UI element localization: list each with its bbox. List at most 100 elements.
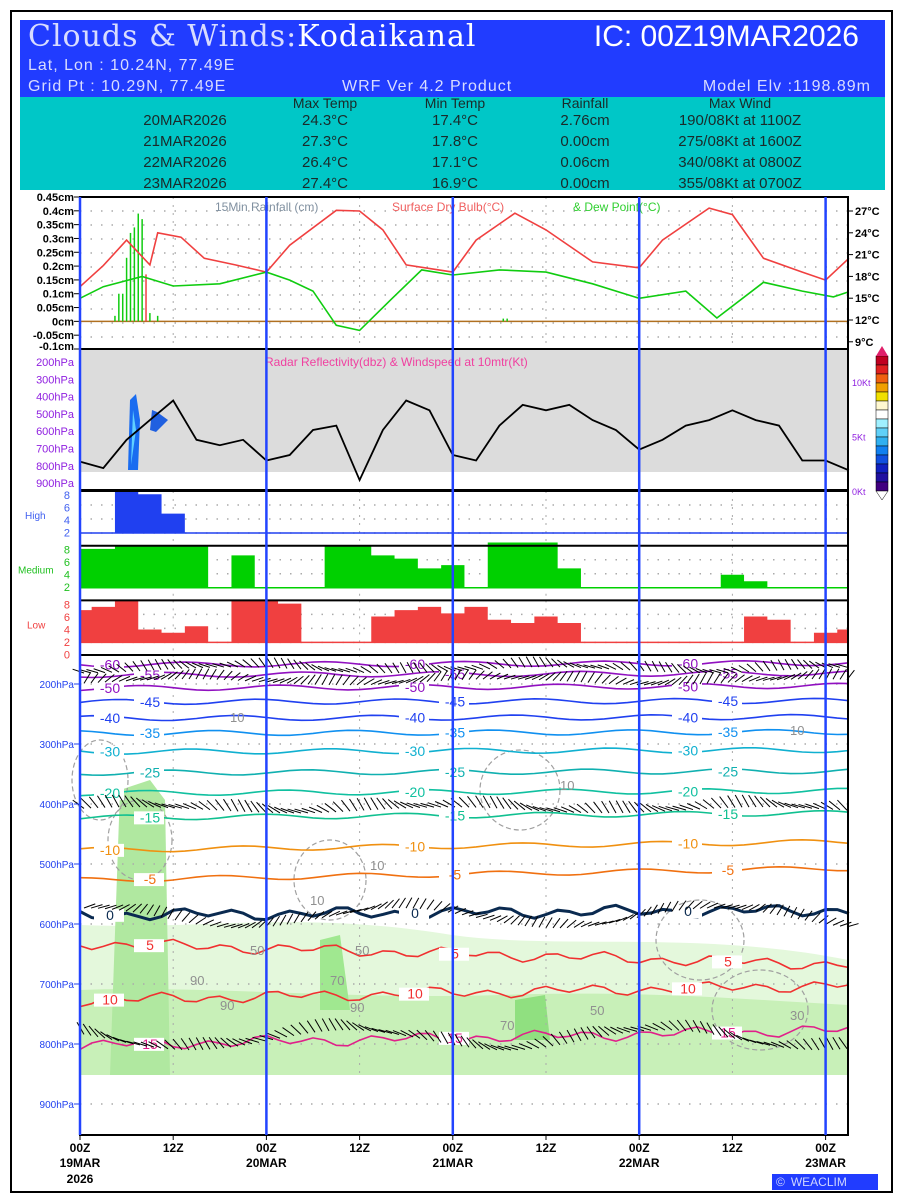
rh-label: 10 (310, 893, 324, 908)
wind-barb (665, 806, 680, 811)
wind-barb (524, 915, 532, 927)
wind-barb (723, 668, 736, 674)
isotherm-label: -20 (678, 783, 698, 799)
chart-title: Clouds & Winds:Kodaikanal (28, 20, 476, 54)
pressure-tick-label: 700hPa (40, 980, 75, 991)
label-bg (94, 787, 124, 801)
cloud-low-area (80, 600, 849, 643)
label-bg (134, 766, 164, 780)
wind-barb (172, 1038, 183, 1051)
wind-barb (525, 656, 533, 668)
wind-barb (839, 669, 847, 680)
wind-barb (518, 656, 526, 668)
cloud-tick-label: 8 (64, 490, 70, 502)
wind-barb (342, 675, 351, 686)
wind-barb (489, 795, 498, 809)
wind-barb (539, 807, 554, 812)
label-bg (672, 657, 702, 671)
wind-barb (161, 803, 176, 809)
wind-barb (734, 904, 747, 910)
reflectivity-colorbar (875, 418, 889, 429)
wind-barb (601, 674, 611, 684)
wind-barb (524, 675, 537, 680)
wind-barb (328, 910, 341, 917)
wind-barb (88, 796, 99, 809)
wind-barb (825, 917, 837, 925)
label-bg (134, 695, 164, 709)
x-date-label: 22MAR (619, 1156, 660, 1170)
wind-barb (784, 802, 799, 809)
wind-barb (586, 1026, 596, 1039)
summary-min: 16.9°C (431, 175, 479, 192)
wind-barb (702, 668, 715, 674)
isotherm-label: 5 (724, 953, 732, 969)
wind-barb (563, 661, 575, 668)
wind-barb (668, 1020, 680, 1031)
wind-barb (710, 797, 722, 809)
humidity-shading (515, 995, 550, 1040)
wind-barb (118, 904, 130, 911)
wind-barb (419, 662, 428, 673)
wind-barb (835, 663, 848, 668)
x-tick-label: 00Z (815, 1141, 836, 1155)
rh-label: 90 (220, 998, 234, 1013)
wind-barb (413, 802, 428, 808)
isotherm-label: 0 (411, 905, 419, 921)
wind-barb (466, 1037, 477, 1049)
wind-barb (237, 923, 250, 929)
label-bg (672, 711, 702, 725)
wind-barb (593, 801, 603, 814)
wind-barb (762, 660, 771, 672)
wind-barb (546, 807, 561, 813)
location-name: Kodaikanal (297, 19, 477, 54)
wind-barb (124, 795, 134, 808)
wind-barb (282, 1027, 295, 1037)
isotherm-label: 0 (684, 903, 692, 919)
wind-barb (335, 674, 343, 686)
cloud-high-area (80, 491, 849, 533)
cloud-medium-area (80, 542, 849, 588)
wind-barb (748, 903, 760, 911)
wind-barb (425, 663, 435, 673)
reflectivity-colorbar (875, 481, 889, 492)
wind-barb (363, 678, 375, 686)
wind-barb (345, 667, 358, 673)
summary-date: 21MAR2026 (143, 133, 227, 150)
isotherm-label: 10 (680, 980, 696, 996)
wind-barb (174, 910, 183, 921)
reflectivity-colorbar (875, 463, 889, 474)
wind-barb (486, 661, 498, 669)
wind-barb (324, 667, 337, 672)
wind-barb (797, 908, 805, 920)
wind-barb (352, 1022, 365, 1031)
rain-tick-label: 0.15cm (37, 275, 75, 287)
wind-barb (279, 677, 292, 684)
cloud-tick-label: 4 (64, 515, 70, 527)
reflectivity-colorbar (875, 355, 889, 366)
wind-barb (385, 1029, 400, 1035)
wind-barb (828, 663, 841, 668)
wind-barb (377, 901, 388, 910)
wind-barb (188, 914, 199, 924)
wind-barb (526, 1040, 540, 1049)
wind-barb (802, 1038, 813, 1051)
wind-barb (526, 804, 540, 812)
model-elevation: Model Elv :1198.89m (702, 78, 871, 95)
wind-barb (340, 1019, 351, 1031)
wind-barb (664, 678, 676, 686)
cloud-high-label: High (25, 511, 46, 522)
wind-barb (79, 669, 92, 674)
wind-barb (135, 797, 148, 808)
lat-lon: Lat, Lon : 10.24N, 77.49E (28, 57, 236, 74)
wind-barb (820, 801, 834, 810)
wind-barb (762, 676, 775, 681)
wind-barb (139, 676, 152, 681)
wind-barb (608, 800, 617, 814)
wind-barb (727, 795, 736, 808)
wind-barb (559, 670, 568, 682)
label-bg (712, 864, 742, 878)
isotherm-label: -25 (718, 763, 738, 779)
summary-max: 24.3°C (301, 112, 349, 129)
wind-barb (692, 900, 703, 910)
